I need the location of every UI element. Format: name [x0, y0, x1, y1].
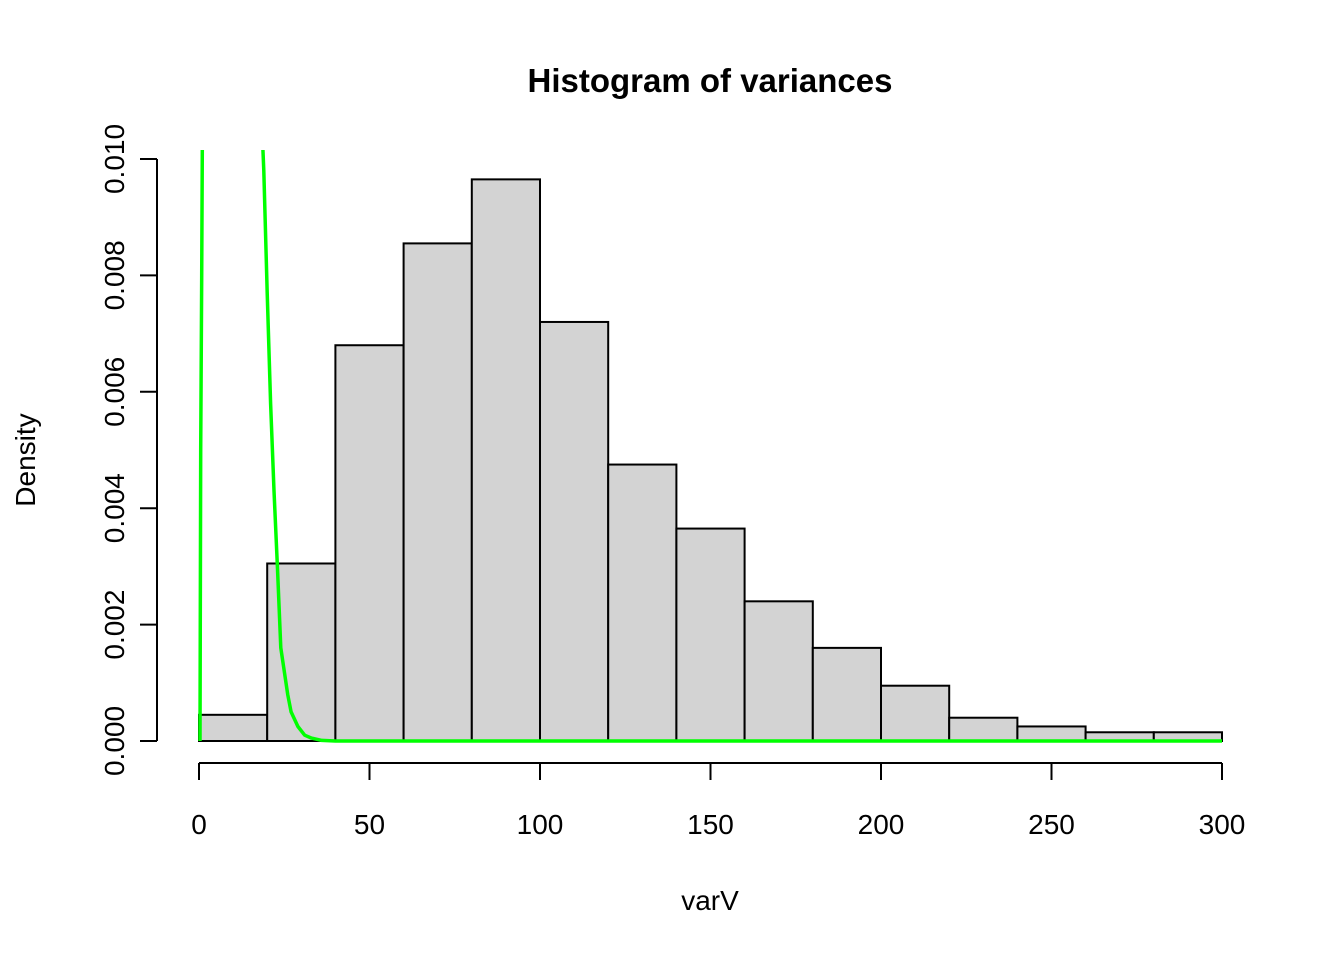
density-curves [198, 150, 1222, 743]
histogram-bar [334, 344, 405, 742]
y-tick-label: 0.004 [99, 473, 130, 543]
x-tick-label: 0 [191, 809, 207, 840]
y-tick-label: 0.000 [99, 706, 130, 776]
density-curve [198, 150, 205, 742]
histogram-bar [539, 320, 610, 742]
histogram-bar [948, 716, 1019, 742]
density-curve [261, 150, 1222, 743]
x-axis: 0 50 100 150 200 250 300 [191, 762, 1246, 840]
y-axis-label: Density [10, 413, 41, 506]
histogram-bars [198, 178, 1224, 743]
y-axis: 0.000 0.002 0.004 0.006 0.008 0.010 [99, 124, 158, 776]
x-tick-label: 200 [858, 809, 905, 840]
histogram-bar [198, 713, 269, 742]
x-axis-label: varV [681, 885, 739, 916]
x-tick-label: 100 [517, 809, 564, 840]
y-tick-label: 0.002 [99, 590, 130, 660]
histogram-bar [675, 527, 746, 742]
histogram-bar [880, 684, 951, 743]
x-tick-label: 150 [687, 809, 734, 840]
y-tick-label: 0.010 [99, 124, 130, 194]
histogram-bar [470, 178, 541, 742]
y-tick-label: 0.008 [99, 240, 130, 310]
histogram-bar [811, 646, 882, 743]
x-tick-label: 300 [1199, 809, 1246, 840]
chart-title: Histogram of variances [528, 62, 893, 99]
x-tick-label: 250 [1028, 809, 1075, 840]
x-tick-label: 50 [354, 809, 385, 840]
histogram-bar [607, 463, 678, 742]
histogram-bar [402, 242, 473, 742]
histogram-bar [1016, 725, 1087, 743]
y-tick-label: 0.006 [99, 357, 130, 427]
histogram-bar [743, 600, 814, 742]
